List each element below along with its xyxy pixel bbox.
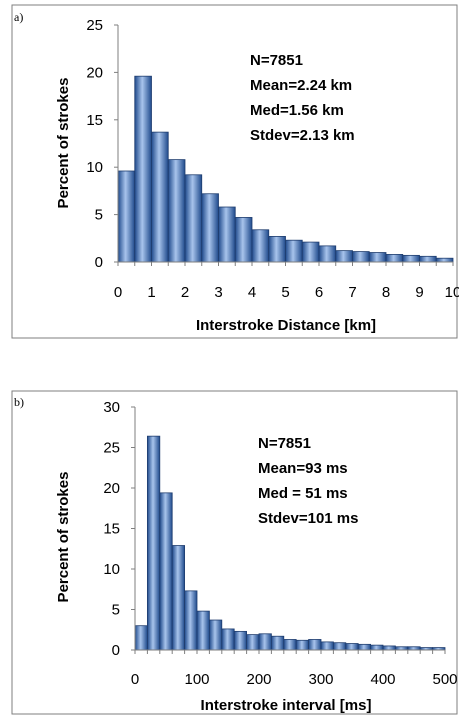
panel-a-y-tick-label: 20: [86, 64, 103, 81]
panel-b-x-tick-label: 0: [131, 671, 139, 688]
panel-a-x-tick-label: 6: [315, 284, 323, 301]
panel-b-bar: [295, 639, 310, 651]
panel-b-bar: [270, 635, 285, 651]
panel-b-y-tick-label: 15: [103, 521, 120, 538]
panel-b-x-tick-label: 500: [432, 671, 457, 688]
panel-a-bar: [251, 229, 270, 263]
panel-a-x-tick-label: 1: [147, 284, 155, 301]
panel-a-stat-median: Med=1.56 km: [250, 102, 344, 119]
panel-b-frame: [11, 390, 458, 715]
panel-b-bar: [258, 633, 272, 651]
panel-a-bar: [234, 217, 253, 263]
panel-b-y-tick-label: 25: [103, 440, 120, 457]
panel-b-xlabel: Interstroke interval [ms]: [201, 697, 372, 714]
panel-a-x-tick-label: 3: [214, 284, 222, 301]
panel-a-bars: [117, 75, 454, 263]
panel-a-bar: [151, 131, 169, 263]
panel-b-y-tick-label: 20: [103, 480, 120, 497]
panel-b-bar: [370, 644, 384, 651]
panel-a-frame: [11, 4, 458, 339]
panel-b-bar: [146, 435, 161, 651]
panel-a-ylabel: Percent of strokes: [55, 78, 72, 209]
panel-a-x-tick-label: 5: [281, 284, 289, 301]
panel-b-stat-median: Med = 51 ms: [258, 485, 348, 502]
panel-a-bar: [134, 75, 152, 263]
panel-b-bar: [382, 645, 396, 651]
panel-b-x-tick-label: 400: [370, 671, 395, 688]
panel-b-bar: [208, 619, 223, 651]
panel-b-bar: [283, 639, 297, 651]
panel-a-y-tick-label: 25: [86, 17, 103, 34]
panel-b-y-tick-label: 30: [103, 399, 120, 416]
panel-b-stat-mean: Mean=93 ms: [258, 460, 348, 477]
panel-a-xlabel: Interstroke Distance [km]: [196, 317, 376, 334]
panel-b-bar: [184, 590, 198, 651]
panel-a: a) Percent of strokes Interstroke Distan…: [11, 4, 459, 339]
panel-a-bar: [385, 254, 404, 263]
panel-a-x-tick-label: 7: [348, 284, 356, 301]
panel-b-label: b): [14, 395, 24, 409]
panel-a-bar: [167, 159, 186, 263]
panel-b-bar: [332, 642, 347, 651]
panel-b: b) Percent of strokes Interstroke interv…: [11, 390, 458, 715]
panel-b-bar: [221, 628, 235, 651]
panel-b-bar: [357, 643, 372, 651]
panel-a-bar: [301, 241, 320, 263]
panel-a-bar: [285, 239, 303, 263]
panel-a-bar: [218, 206, 236, 263]
panel-a-bar: [419, 255, 437, 263]
panel-b-bar: [246, 634, 260, 651]
panel-a-x-tick-label: 10: [445, 284, 459, 301]
panel-b-bar: [233, 630, 247, 651]
panel-a-bar: [435, 257, 454, 263]
panel-a-y-tick-label: 10: [86, 159, 103, 176]
panel-b-bar: [308, 639, 322, 651]
panel-a-bar: [352, 251, 370, 263]
panel-a-bar: [402, 254, 420, 263]
panel-a-y-tick-label: 15: [86, 112, 103, 129]
panel-a-bar: [184, 174, 203, 263]
panel-a-x-tick-label: 8: [382, 284, 390, 301]
panel-b-y-tick-label: 0: [112, 642, 120, 659]
panel-b-y-tick-label: 10: [103, 561, 120, 578]
panel-a-stat-stdev: Stdev=2.13 km: [250, 127, 355, 144]
panel-a-y-tick-label: 0: [95, 254, 103, 271]
panel-a-axes: 0 5 10 15 20 25 0 1 2 3 4 5 6 7 8 9 10: [86, 17, 459, 301]
panel-a-bar: [201, 193, 219, 263]
panel-a-bar: [318, 245, 337, 263]
panel-a-x-tick-label: 9: [415, 284, 423, 301]
panel-a-stat-n: N=7851: [250, 52, 303, 69]
panel-b-stat-n: N=7851: [258, 435, 311, 452]
panel-b-x-tick-label: 200: [246, 671, 271, 688]
panel-b-bar: [134, 625, 148, 651]
panel-a-y-tick-label: 5: [95, 207, 103, 224]
panel-a-x-tick-label: 4: [248, 284, 256, 301]
panel-a-label: a): [14, 10, 23, 24]
panel-a-bar: [335, 250, 353, 263]
panel-b-bar: [320, 641, 334, 651]
panel-a-bar: [117, 170, 136, 263]
panel-a-bar: [368, 252, 387, 263]
panel-a-stat-mean: Mean=2.24 km: [250, 77, 352, 94]
panel-a-x-tick-label: 0: [114, 284, 122, 301]
panel-b-bar: [159, 492, 173, 651]
panel-b-bar: [196, 610, 210, 651]
panel-b-bar: [345, 643, 359, 651]
panel-b-y-tick-label: 5: [112, 602, 120, 619]
panel-b-stat-stdev: Stdev=101 ms: [258, 510, 358, 527]
panel-b-ylabel: Percent of strokes: [55, 472, 72, 603]
panel-b-bar: [171, 545, 185, 651]
panel-a-bar: [268, 236, 286, 263]
panel-a-x-tick-label: 2: [181, 284, 189, 301]
panel-b-x-tick-label: 300: [308, 671, 333, 688]
panel-b-x-tick-label: 100: [184, 671, 209, 688]
